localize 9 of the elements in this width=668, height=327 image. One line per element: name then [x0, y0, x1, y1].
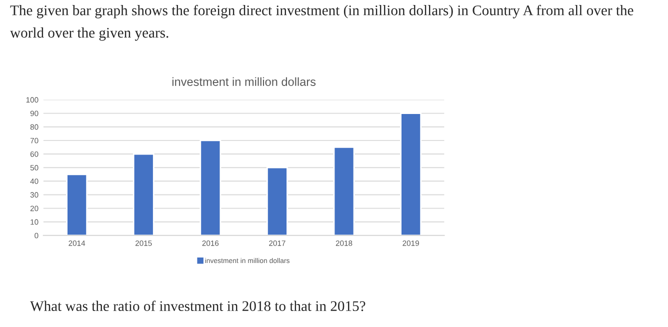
bar	[333, 146, 355, 236]
bar	[66, 174, 88, 236]
text: What was the ratio of investment in 2018 to that in 2015?	[30, 300, 366, 312]
chart-subtitle: investment in million dollars	[172, 77, 316, 86]
chart-title: The given bar graph shows the foreign direct investment (in million dollars) in Country A from all over the world over the given years.	[10, 4, 634, 41]
bar	[266, 166, 288, 236]
bar	[400, 112, 422, 236]
bar	[132, 153, 154, 236]
bar	[200, 140, 222, 236]
